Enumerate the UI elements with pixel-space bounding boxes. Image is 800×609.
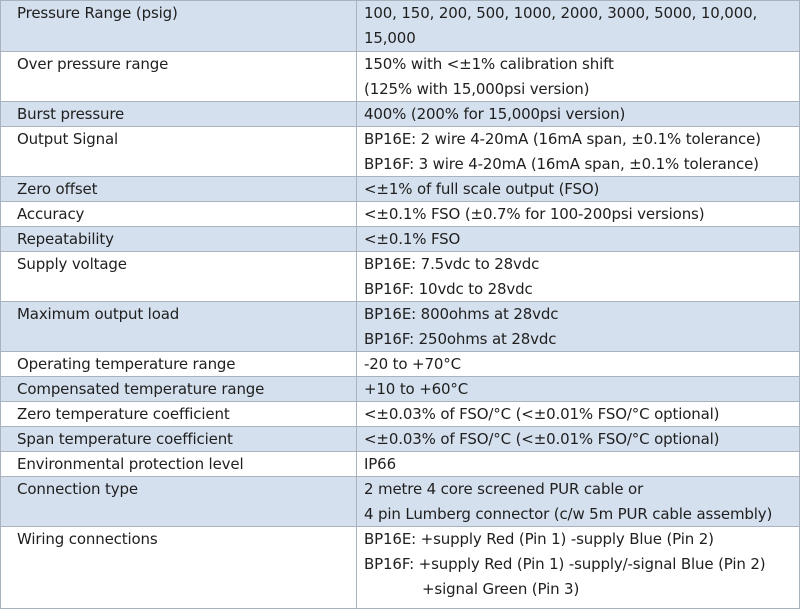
spec-label-cell: Accuracy <box>1 202 357 226</box>
spec-value-cell: <±0.1% FSO <box>357 227 799 251</box>
spec-label: Output Signal <box>17 130 118 148</box>
spec-value: BP16E: +supply Red (Pin 1) -supply Blue … <box>364 530 714 548</box>
spec-row-pressure-range: Pressure Range (psig) 100, 150, 200, 500… <box>1 1 799 51</box>
spec-value: <±0.1% FSO (±0.7% for 100-200psi version… <box>364 205 705 223</box>
spec-label: Connection type <box>17 480 138 498</box>
spec-value: BP16F: 10vdc to 28vdc <box>364 280 533 298</box>
spec-row-over-pressure: Over pressure range 150% with <±1% calib… <box>1 51 799 101</box>
spec-row-connection-type: Connection type 2 metre 4 core screened … <box>1 476 799 526</box>
spec-row-environmental-protection: Environmental protection level IP66 <box>1 451 799 476</box>
spec-label-cell: Environmental protection level <box>1 452 357 476</box>
spec-value: BP16E: 2 wire 4-20mA (16mA span, ±0.1% t… <box>364 130 761 148</box>
spec-value-cell: <±1% of full scale output (FSO) <box>357 177 799 201</box>
spec-label-cell: Wiring connections <box>1 527 357 608</box>
spec-label: Operating temperature range <box>17 355 236 373</box>
spec-value-cell: BP16E: +supply Red (Pin 1) -supply Blue … <box>357 527 799 608</box>
spec-value: 400% (200% for 15,000psi version) <box>364 105 626 123</box>
spec-value-cell: IP66 <box>357 452 799 476</box>
spec-value: BP16E: 7.5vdc to 28vdc <box>364 255 540 273</box>
spec-label: Span temperature coefficient <box>17 430 233 448</box>
spec-value: BP16F: 3 wire 4-20mA (16mA span, ±0.1% t… <box>364 155 759 173</box>
spec-label-cell: Operating temperature range <box>1 352 357 376</box>
spec-row-burst-pressure: Burst pressure 400% (200% for 15,000psi … <box>1 101 799 126</box>
spec-row-supply-voltage: Supply voltage BP16E: 7.5vdc to 28vdc BP… <box>1 251 799 301</box>
spec-label: Accuracy <box>17 205 85 223</box>
spec-label-cell: Supply voltage <box>1 252 357 301</box>
spec-value: 2 metre 4 core screened PUR cable or <box>364 480 644 498</box>
spec-label: Supply voltage <box>17 255 127 273</box>
spec-row-span-temp-coeff: Span temperature coefficient <±0.03% of … <box>1 426 799 451</box>
spec-value: 100, 150, 200, 500, 1000, 2000, 3000, 50… <box>364 4 758 22</box>
spec-value: <±0.03% of FSO/°C (<±0.01% FSO/°C option… <box>364 405 720 423</box>
spec-value-cell: 100, 150, 200, 500, 1000, 2000, 3000, 50… <box>357 1 799 51</box>
spec-row-compensated-temp: Compensated temperature range +10 to +60… <box>1 376 799 401</box>
spec-value-cell: 400% (200% for 15,000psi version) <box>357 102 799 126</box>
spec-label-cell: Burst pressure <box>1 102 357 126</box>
spec-value: +signal Green (Pin 3) <box>422 580 580 598</box>
spec-label: Burst pressure <box>17 105 125 123</box>
spec-value: <±0.03% of FSO/°C (<±0.01% FSO/°C option… <box>364 430 720 448</box>
spec-label-cell: Connection type <box>1 477 357 526</box>
spec-value-cell: <±0.03% of FSO/°C (<±0.01% FSO/°C option… <box>357 427 799 451</box>
spec-label: Pressure Range (psig) <box>17 4 178 22</box>
spec-value: BP16F: 250ohms at 28vdc <box>364 330 557 348</box>
spec-value-cell: 150% with <±1% calibration shift (125% w… <box>357 52 799 101</box>
spec-label-cell: Output Signal <box>1 127 357 176</box>
spec-value: <±0.1% FSO <box>364 230 461 248</box>
spec-label-cell: Compensated temperature range <box>1 377 357 401</box>
spec-label: Environmental protection level <box>17 455 244 473</box>
spec-value-cell: 2 metre 4 core screened PUR cable or 4 p… <box>357 477 799 526</box>
spec-value: 15,000 <box>364 29 416 47</box>
spec-value-cell: <±0.03% of FSO/°C (<±0.01% FSO/°C option… <box>357 402 799 426</box>
spec-label-cell: Maximum output load <box>1 302 357 351</box>
spec-row-zero-offset: Zero offset <±1% of full scale output (F… <box>1 176 799 201</box>
spec-value-cell: BP16E: 800ohms at 28vdc BP16F: 250ohms a… <box>357 302 799 351</box>
spec-value: (125% with 15,000psi version) <box>364 80 590 98</box>
spec-value-cell: +10 to +60°C <box>357 377 799 401</box>
spec-label: Zero temperature coefficient <box>17 405 230 423</box>
spec-label-cell: Over pressure range <box>1 52 357 101</box>
spec-row-wiring-connections: Wiring connections BP16E: +supply Red (P… <box>1 526 799 608</box>
spec-value: 4 pin Lumberg connector (c/w 5m PUR cabl… <box>364 505 773 523</box>
spec-value: -20 to +70°C <box>364 355 461 373</box>
spec-label: Compensated temperature range <box>17 380 265 398</box>
spec-value: +10 to +60°C <box>364 380 469 398</box>
spec-value: <±1% of full scale output (FSO) <box>364 180 600 198</box>
spec-label-cell: Zero offset <box>1 177 357 201</box>
spec-value: 150% with <±1% calibration shift <box>364 55 614 73</box>
spec-label-cell: Repeatability <box>1 227 357 251</box>
spec-label-cell: Zero temperature coefficient <box>1 402 357 426</box>
spec-row-max-output-load: Maximum output load BP16E: 800ohms at 28… <box>1 301 799 351</box>
spec-row-operating-temp: Operating temperature range -20 to +70°C <box>1 351 799 376</box>
spec-label-cell: Span temperature coefficient <box>1 427 357 451</box>
spec-value-cell: -20 to +70°C <box>357 352 799 376</box>
spec-row-accuracy: Accuracy <±0.1% FSO (±0.7% for 100-200ps… <box>1 201 799 226</box>
spec-label: Repeatability <box>17 230 114 248</box>
spec-value: BP16F: +supply Red (Pin 1) -supply/-sign… <box>364 555 766 573</box>
spec-row-repeatability: Repeatability <±0.1% FSO <box>1 226 799 251</box>
spec-label: Maximum output load <box>17 305 180 323</box>
spec-label-cell: Pressure Range (psig) <box>1 1 357 51</box>
spec-value: IP66 <box>364 455 396 473</box>
spec-value-cell: <±0.1% FSO (±0.7% for 100-200psi version… <box>357 202 799 226</box>
spec-value: BP16E: 800ohms at 28vdc <box>364 305 559 323</box>
spec-value-cell: BP16E: 7.5vdc to 28vdc BP16F: 10vdc to 2… <box>357 252 799 301</box>
spec-row-output-signal: Output Signal BP16E: 2 wire 4-20mA (16mA… <box>1 126 799 176</box>
spec-label: Wiring connections <box>17 530 158 548</box>
spec-row-zero-temp-coeff: Zero temperature coefficient <±0.03% of … <box>1 401 799 426</box>
spec-label: Over pressure range <box>17 55 169 73</box>
spec-value-cell: BP16E: 2 wire 4-20mA (16mA span, ±0.1% t… <box>357 127 799 176</box>
spec-label: Zero offset <box>17 180 98 198</box>
